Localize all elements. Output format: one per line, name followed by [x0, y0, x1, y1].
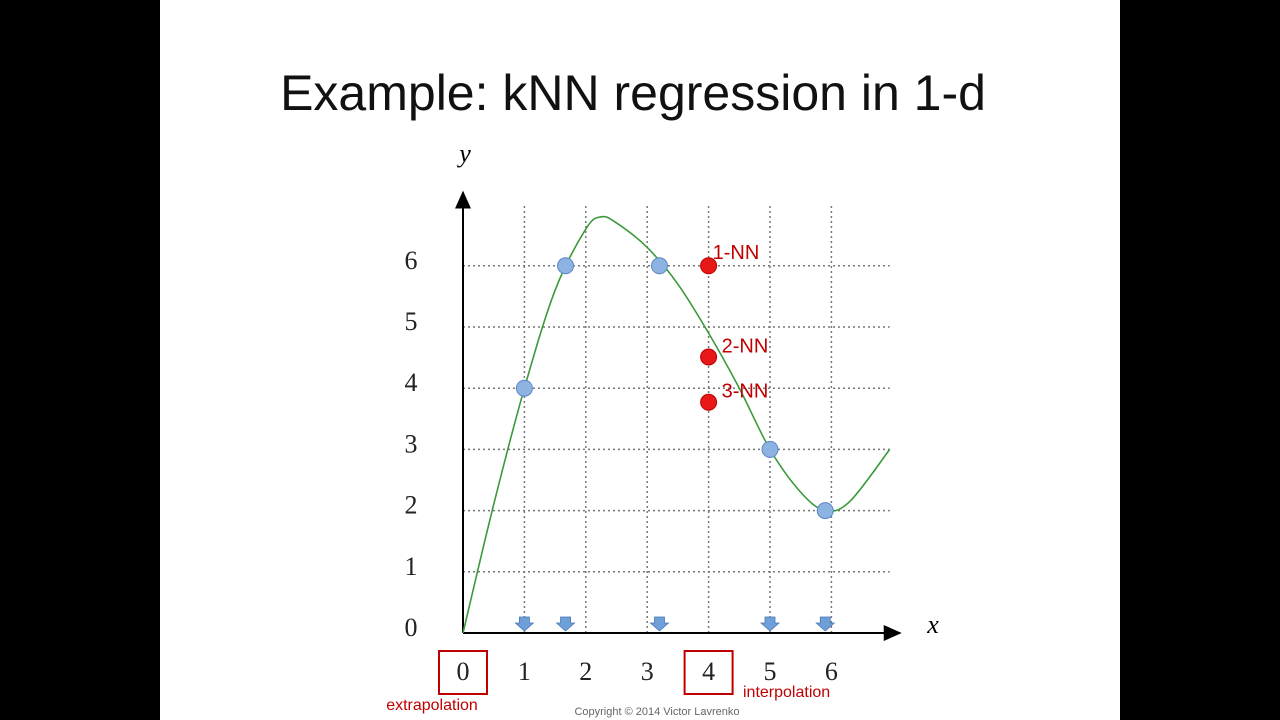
data-point [761, 440, 779, 458]
y-tick-label: 4 [405, 368, 418, 397]
x-marker-arrow [514, 616, 535, 632]
x-tick-label: 0 [457, 657, 470, 686]
data-point [557, 257, 575, 275]
x-tick-label: 1 [518, 657, 531, 686]
x-marker-arrow [649, 616, 670, 632]
x-marker-arrow [815, 616, 836, 632]
annotation-box [683, 650, 734, 695]
y-tick-label: 2 [405, 491, 418, 520]
slide-background [160, 0, 1120, 720]
x-marker-arrow [759, 616, 781, 632]
x-tick-label: 2 [579, 657, 592, 686]
x-tick-label: 4 [702, 657, 715, 686]
copyright: Copyright © 2014 Victor Lavrenko [574, 706, 739, 718]
annotation-box [438, 650, 488, 695]
data-point [816, 502, 834, 520]
data-point [515, 379, 533, 397]
y-tick-label: 6 [405, 246, 418, 275]
y-axis-label: y [456, 139, 471, 168]
point-label: 3-NN [722, 381, 769, 403]
data-point [700, 257, 718, 275]
x-tick-label: 5 [764, 657, 777, 686]
slide-title: Example: kNN regression in 1-d [280, 65, 986, 121]
annotation: interpolation [743, 684, 830, 701]
x-tick-label: 3 [641, 657, 654, 686]
point-label: 2-NN [722, 335, 769, 357]
annotation: extrapolation [386, 697, 478, 714]
y-tick-label: 1 [405, 552, 418, 581]
x-axis-label: x [926, 610, 939, 639]
y-tick-label: 5 [405, 307, 418, 336]
x-tick-label: 6 [825, 657, 838, 686]
y-tick-label: 3 [405, 429, 418, 458]
data-point [700, 348, 718, 366]
x-marker-arrow [555, 616, 576, 632]
y-tick-label: 0 [405, 613, 418, 642]
data-point [650, 257, 668, 275]
point-label: 1-NN [713, 242, 760, 264]
data-point [700, 393, 718, 411]
